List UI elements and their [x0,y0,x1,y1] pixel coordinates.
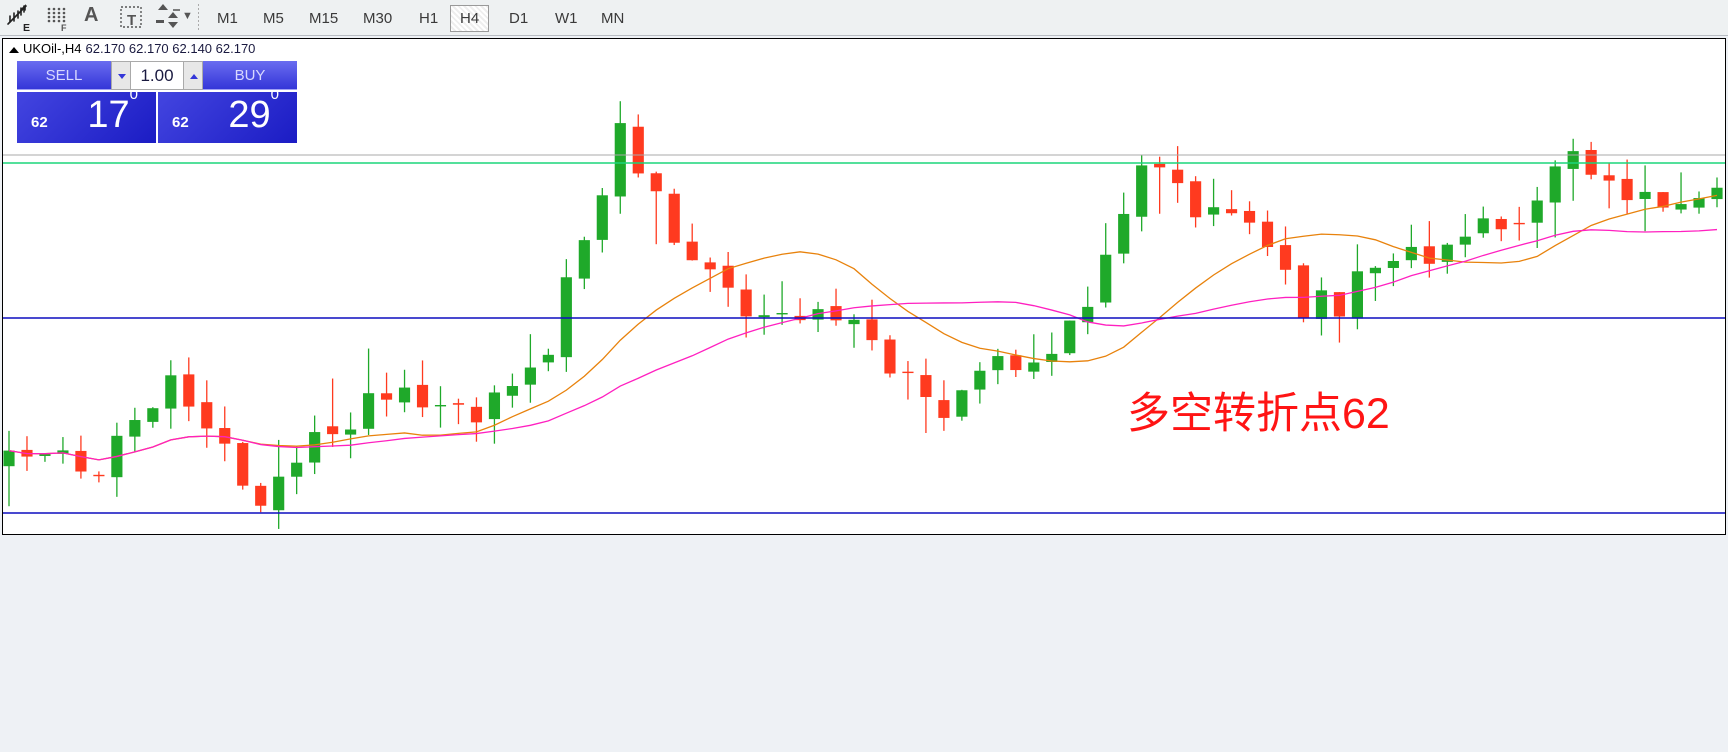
svg-text:E: E [23,22,30,34]
svg-text:多空转折点62: 多空转折点62 [1127,390,1390,438]
svg-text:T: T [127,12,136,29]
svg-text:F: F [61,23,67,33]
